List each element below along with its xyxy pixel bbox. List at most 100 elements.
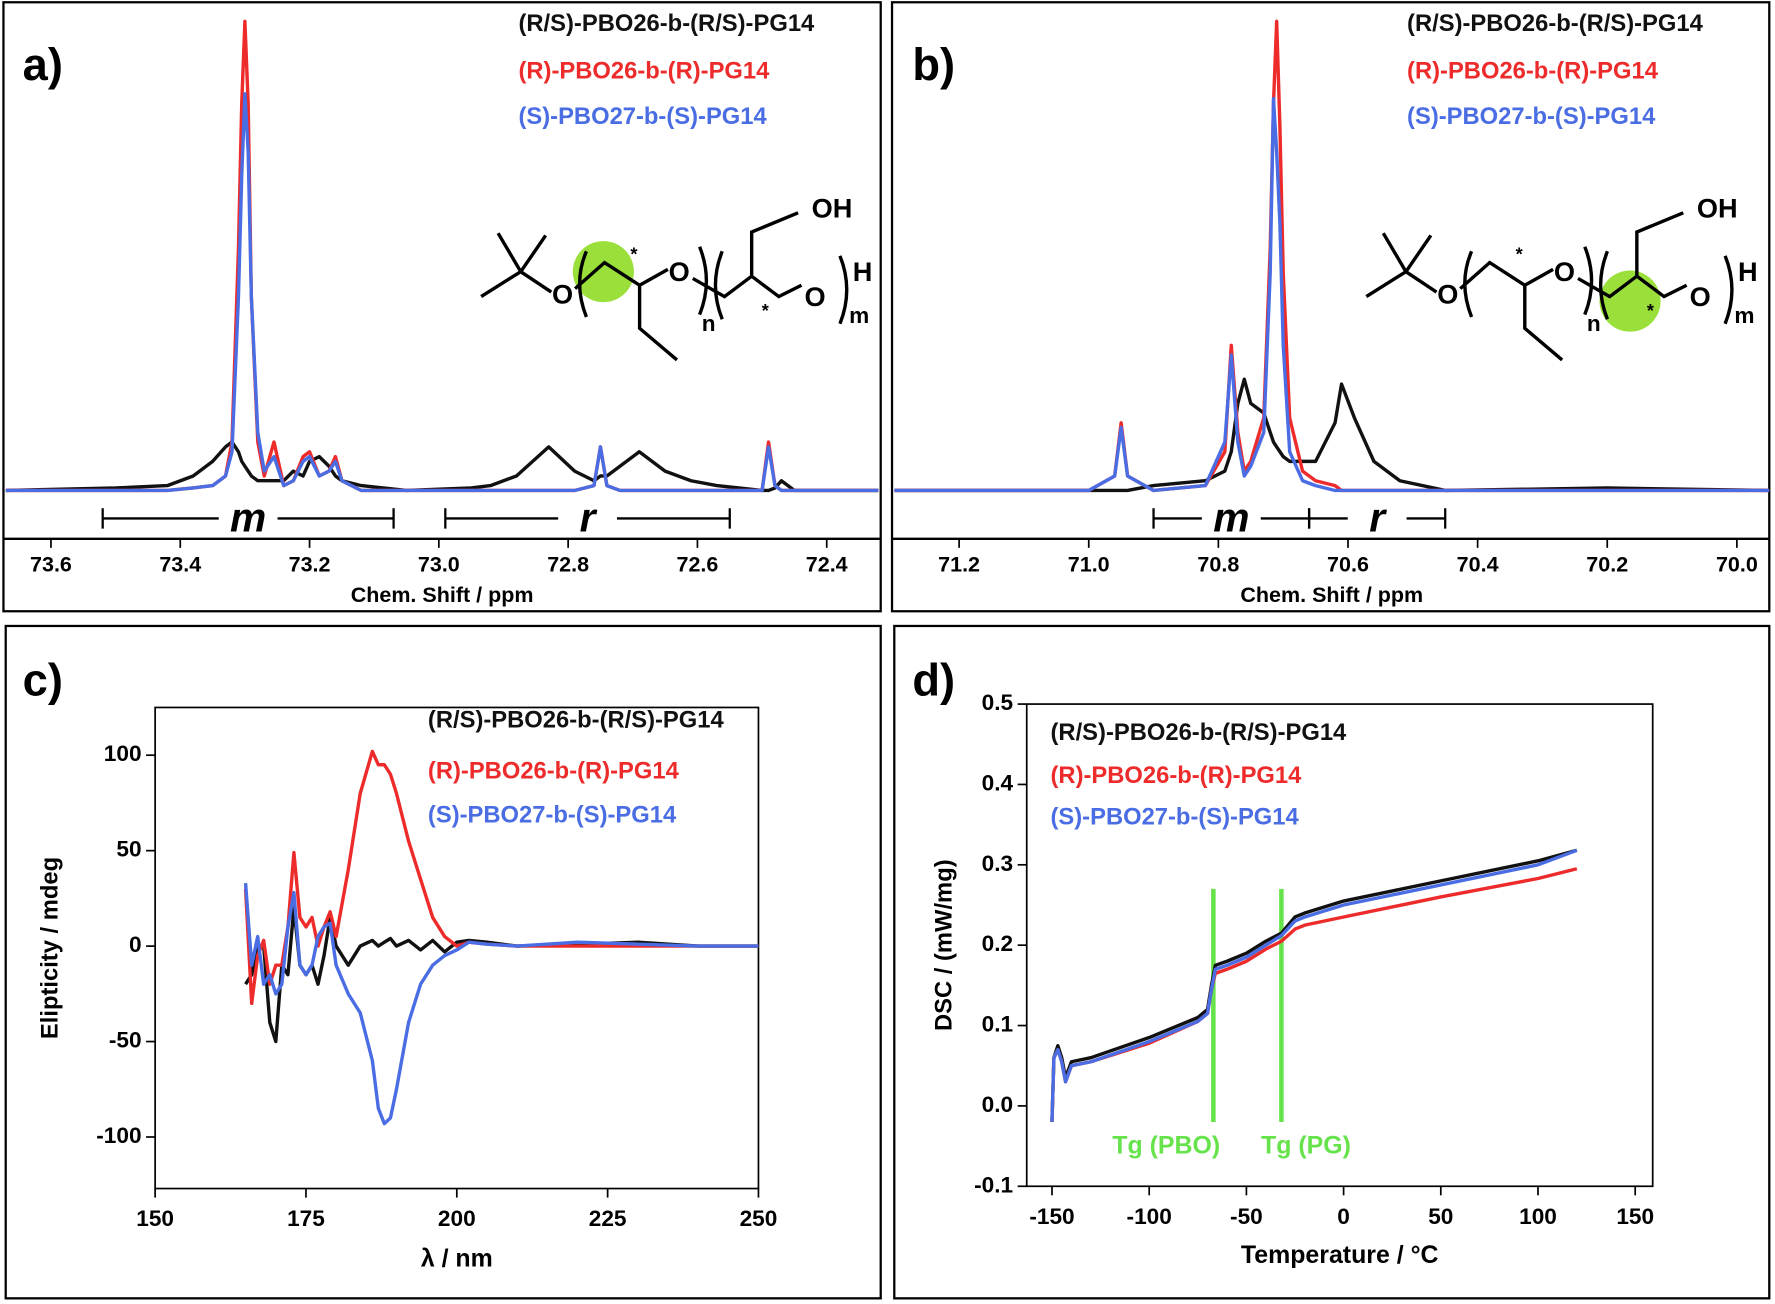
structure-label: H xyxy=(1738,256,1758,287)
panel-label: a) xyxy=(23,39,63,90)
series-line xyxy=(5,92,879,493)
x-tick-label: 70.0 xyxy=(1716,553,1758,577)
x-tick-label: 70.6 xyxy=(1327,553,1369,577)
structure-label: H xyxy=(853,256,873,287)
structure-label: m xyxy=(849,303,869,328)
series-line xyxy=(1050,848,1578,1123)
structure-label: O xyxy=(1554,256,1575,287)
x-tick-label: 71.0 xyxy=(1068,553,1110,577)
bracket-label: m xyxy=(230,494,266,540)
y-tick-label: 0.5 xyxy=(982,690,1013,715)
y-tick-label: 0.3 xyxy=(982,851,1013,876)
legend-entry: (S)-PBO27-b-(S)-PG14 xyxy=(1051,804,1300,831)
bracket-label: m xyxy=(1213,494,1249,540)
structure-label: O xyxy=(552,279,573,310)
x-tick-label: -50 xyxy=(1230,1204,1263,1229)
structure-label: n xyxy=(1587,311,1601,336)
x-tick-label: 100 xyxy=(1519,1204,1557,1229)
structure-label: O xyxy=(1437,279,1458,310)
y-tick-label: 0.1 xyxy=(982,1012,1013,1037)
x-tick-label: 72.8 xyxy=(547,553,589,577)
structure-label: OH xyxy=(812,193,853,224)
y-axis-label: Elipticity / mdeg xyxy=(36,857,63,1039)
structure: O O O OH Hn m * * xyxy=(1365,193,1758,362)
x-axis-label: λ / nm xyxy=(421,1244,493,1272)
legend-entry: (R/S)-PBO26-b-(R/S)-PG14 xyxy=(1051,719,1348,746)
x-tick-label: 73.6 xyxy=(30,553,72,577)
series-line xyxy=(243,883,759,1126)
legend-entry: (S)-PBO27-b-(S)-PG14 xyxy=(428,801,677,828)
x-tick-label: 72.6 xyxy=(677,553,719,577)
legend-entry: (R)-PBO26-b-(R)-PG14 xyxy=(1051,762,1303,789)
legend-entry: (R/S)-PBO26-b-(R/S)-PG14 xyxy=(518,10,815,37)
transition-label: Tg (PBO) xyxy=(1112,1131,1220,1159)
x-tick-label: 0 xyxy=(1337,1204,1350,1229)
y-axis-label: DSC / (mW/mg) xyxy=(931,859,958,1031)
x-axis-label: Chem. Shift / ppm xyxy=(351,583,534,607)
y-tick-label: 0.0 xyxy=(982,1092,1013,1117)
x-tick-label: 250 xyxy=(740,1206,778,1231)
structure-label: * xyxy=(630,245,638,265)
x-tick-label: 175 xyxy=(287,1206,325,1231)
y-tick-label: 0.2 xyxy=(982,931,1013,956)
y-tick-label: 100 xyxy=(104,741,142,766)
panel-frame xyxy=(890,1,1771,613)
y-tick-label: 0.4 xyxy=(982,770,1014,795)
x-tick-label: 73.4 xyxy=(159,553,201,577)
panel-frame xyxy=(893,624,1771,1300)
x-tick-label: 70.8 xyxy=(1197,553,1239,577)
structure-label: O xyxy=(1690,281,1711,312)
structure-label: OH xyxy=(1697,193,1738,224)
panel-label: c) xyxy=(23,655,63,706)
x-tick-label: 225 xyxy=(589,1206,627,1231)
x-tick-label: 70.2 xyxy=(1586,553,1628,577)
x-tick-label: 150 xyxy=(136,1206,174,1231)
y-tick-label: 0 xyxy=(129,932,142,957)
legend-entry: (R)-PBO26-b-(R)-PG14 xyxy=(1407,58,1659,85)
x-tick-label: -100 xyxy=(1127,1204,1172,1229)
y-tick-label: 50 xyxy=(116,837,141,862)
y-tick-label: -0.1 xyxy=(974,1172,1013,1197)
structure-bonds xyxy=(480,211,849,362)
structure: O O O OH Hn m * * xyxy=(480,193,873,362)
structure-label: O xyxy=(669,256,690,287)
legend-entry: (R)-PBO26-b-(R)-PG14 xyxy=(428,757,680,784)
panel-frame xyxy=(2,1,882,613)
structure-label: n xyxy=(702,311,716,336)
x-tick-label: 200 xyxy=(438,1206,476,1231)
legend-entry: (R/S)-PBO26-b-(R/S)-PG14 xyxy=(428,706,725,733)
panel-label: b) xyxy=(912,39,955,90)
x-tick-label: 73.2 xyxy=(289,553,331,577)
structure-label: * xyxy=(1516,245,1524,265)
x-axis-label: Temperature / °C xyxy=(1241,1241,1439,1269)
panel-label: d) xyxy=(912,655,955,706)
transition-label: Tg (PG) xyxy=(1261,1131,1351,1159)
x-tick-label: 50 xyxy=(1428,1204,1453,1229)
x-tick-label: 70.4 xyxy=(1457,553,1499,577)
legend-entry: (S)-PBO27-b-(S)-PG14 xyxy=(1407,103,1656,130)
structure-label: m xyxy=(1734,303,1754,328)
highlight-circle xyxy=(572,241,634,303)
panel-frame xyxy=(4,624,882,1300)
series-line xyxy=(5,440,879,493)
bracket-label: r xyxy=(1369,494,1387,540)
x-tick-label: 73.0 xyxy=(418,553,460,577)
y-tick-label: -50 xyxy=(109,1028,142,1053)
series-line xyxy=(894,97,1770,493)
structure-label: * xyxy=(762,301,770,321)
structure-label: * xyxy=(1647,301,1655,321)
legend-entry: (R)-PBO26-b-(R)-PG14 xyxy=(518,58,770,85)
structure-bonds xyxy=(1365,211,1734,362)
legend-entry: (S)-PBO27-b-(S)-PG14 xyxy=(518,103,767,130)
x-axis-label: Chem. Shift / ppm xyxy=(1240,583,1423,607)
x-tick-label: 150 xyxy=(1616,1204,1654,1229)
x-tick-label: 71.2 xyxy=(938,553,980,577)
highlight-circle xyxy=(1599,270,1661,332)
x-tick-label: 72.4 xyxy=(806,553,848,577)
x-tick-label: -150 xyxy=(1029,1204,1074,1229)
legend-entry: (R/S)-PBO26-b-(R/S)-PG14 xyxy=(1407,10,1704,37)
structure-label: O xyxy=(804,281,825,312)
